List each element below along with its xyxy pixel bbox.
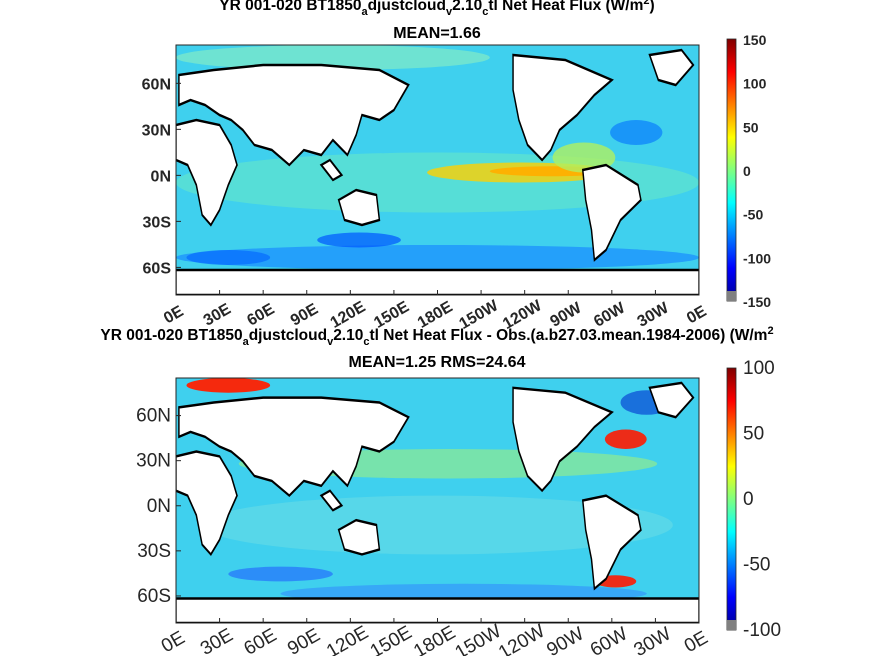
title-1: YR 001-020 BT1850adjustcloudv2.10ctl Net…: [219, 0, 654, 18]
flux-field-1: [176, 45, 699, 270]
title-part: 2.10: [333, 327, 363, 344]
colorbar-tick-label: 100: [743, 76, 767, 92]
y-tick-label: 30S: [143, 214, 172, 231]
x-tick-label: 60E: [244, 300, 277, 329]
y-tick-label: 60N: [136, 406, 171, 427]
title-part: 2: [643, 0, 649, 7]
colorbar-tick-label: 150: [743, 32, 767, 48]
colorbar-tick-label: -150: [743, 294, 771, 310]
flux-region: [176, 45, 490, 70]
x-tick-label: 30E: [197, 625, 237, 656]
x-tick-label: 0E: [681, 627, 712, 656]
colorbar-2: [726, 367, 737, 631]
flux-region: [552, 142, 616, 173]
colorbar-tick-label: -50: [743, 207, 763, 223]
title-part: v: [327, 336, 334, 348]
x-tick-label: 60W: [591, 299, 629, 331]
x-tick-label: 180E: [410, 622, 459, 656]
x-tick-label: 60E: [241, 625, 281, 656]
title-part: YR 001-020 BT1850: [219, 0, 361, 14]
title-part: tl Net Heat Flux (W/m: [488, 0, 643, 14]
x-tick-label: 90W: [548, 299, 586, 331]
title-part: djustcloud: [368, 0, 446, 14]
colorbar-tick-label: 0: [743, 163, 751, 179]
colorbar-tick-label: 50: [743, 424, 764, 445]
y-tick-label: 0N: [147, 496, 171, 517]
x-tick-label: 90E: [284, 625, 324, 656]
flux-region: [176, 245, 699, 270]
x-tick-label: 30E: [201, 300, 234, 329]
colorbar-tick-label: -50: [743, 555, 770, 576]
map-panel-1: YR 001-020 BT1850adjustcloudv2.10ctl Net…: [142, 0, 772, 333]
x-tick-label: 30W: [635, 299, 673, 331]
title-part: YR 001-020 BT1850: [100, 327, 242, 344]
title-part: v: [446, 6, 453, 18]
x-tick-label: 0E: [684, 303, 710, 328]
colorbar-missing-block: [727, 620, 736, 630]
y-tick-label: 60S: [143, 260, 172, 277]
flux-region: [186, 250, 271, 265]
title-part: djustcloud: [249, 327, 327, 344]
x-tick-label: 150E: [367, 622, 416, 656]
colorbar-tick-label: 0: [743, 489, 754, 510]
flux-region: [186, 378, 271, 393]
colorbar-tick-label: -100: [743, 620, 781, 641]
x-tick-label: 120E: [323, 622, 372, 656]
colorbar-1: [726, 38, 737, 302]
title-part: tl Net Heat Flux - Obs.(a.b27.03.mean.19…: [369, 327, 767, 344]
x-tick-label: 0E: [158, 627, 189, 656]
title-part: a: [361, 6, 368, 18]
x-tick-label: 90E: [288, 300, 321, 329]
title-part: 2: [767, 325, 773, 337]
title-part: c: [482, 6, 488, 18]
x-tick-label: 60W: [587, 623, 631, 656]
title-2: YR 001-020 BT1850adjustcloudv2.10ctl Net…: [100, 325, 773, 348]
colorbar-tick-label: 100: [743, 358, 775, 379]
y-tick-label: 0N: [151, 168, 171, 185]
title-part: a: [243, 336, 250, 348]
x-tick-label: 90W: [543, 623, 587, 656]
y-tick-label: 30N: [142, 122, 171, 139]
colorbar-tick-label: 50: [743, 119, 759, 135]
title-part: ): [650, 0, 655, 14]
y-tick-labels-1: 60N 30N 0N 30S 60S: [142, 76, 181, 277]
title-part: 2.10: [452, 0, 482, 14]
x-tick-label: 30W: [630, 623, 674, 656]
colorbar-missing-block: [727, 291, 736, 301]
flux-region: [610, 120, 663, 145]
title-part: c: [363, 336, 369, 348]
flux-region: [604, 429, 647, 450]
colorbar-tick-label: -100: [743, 250, 771, 266]
flux-region: [228, 566, 333, 582]
colorbar-ticks-2: 100 50 0 -50 -100: [727, 358, 781, 641]
y-tick-label: 60N: [142, 76, 171, 93]
x-tick-label: 0E: [161, 303, 187, 328]
y-tick-label: 30N: [136, 451, 171, 472]
flux-region: [202, 495, 673, 555]
y-tick-label: 30S: [137, 541, 171, 562]
y-tick-label: 60S: [137, 586, 171, 607]
subtitle-1: MEAN=1.66: [393, 25, 481, 42]
map-panel-2: YR 001-020 BT1850adjustcloudv2.10ctl Net…: [100, 325, 781, 656]
subtitle-2: MEAN=1.25 RMS=24.64: [349, 354, 526, 371]
colorbar-ticks-1: 150 100 50 0 -50 -100 -150: [727, 32, 771, 310]
y-tick-labels-2: 60N 30N 0N 30S 60S: [136, 406, 181, 607]
flux-region: [317, 232, 401, 248]
